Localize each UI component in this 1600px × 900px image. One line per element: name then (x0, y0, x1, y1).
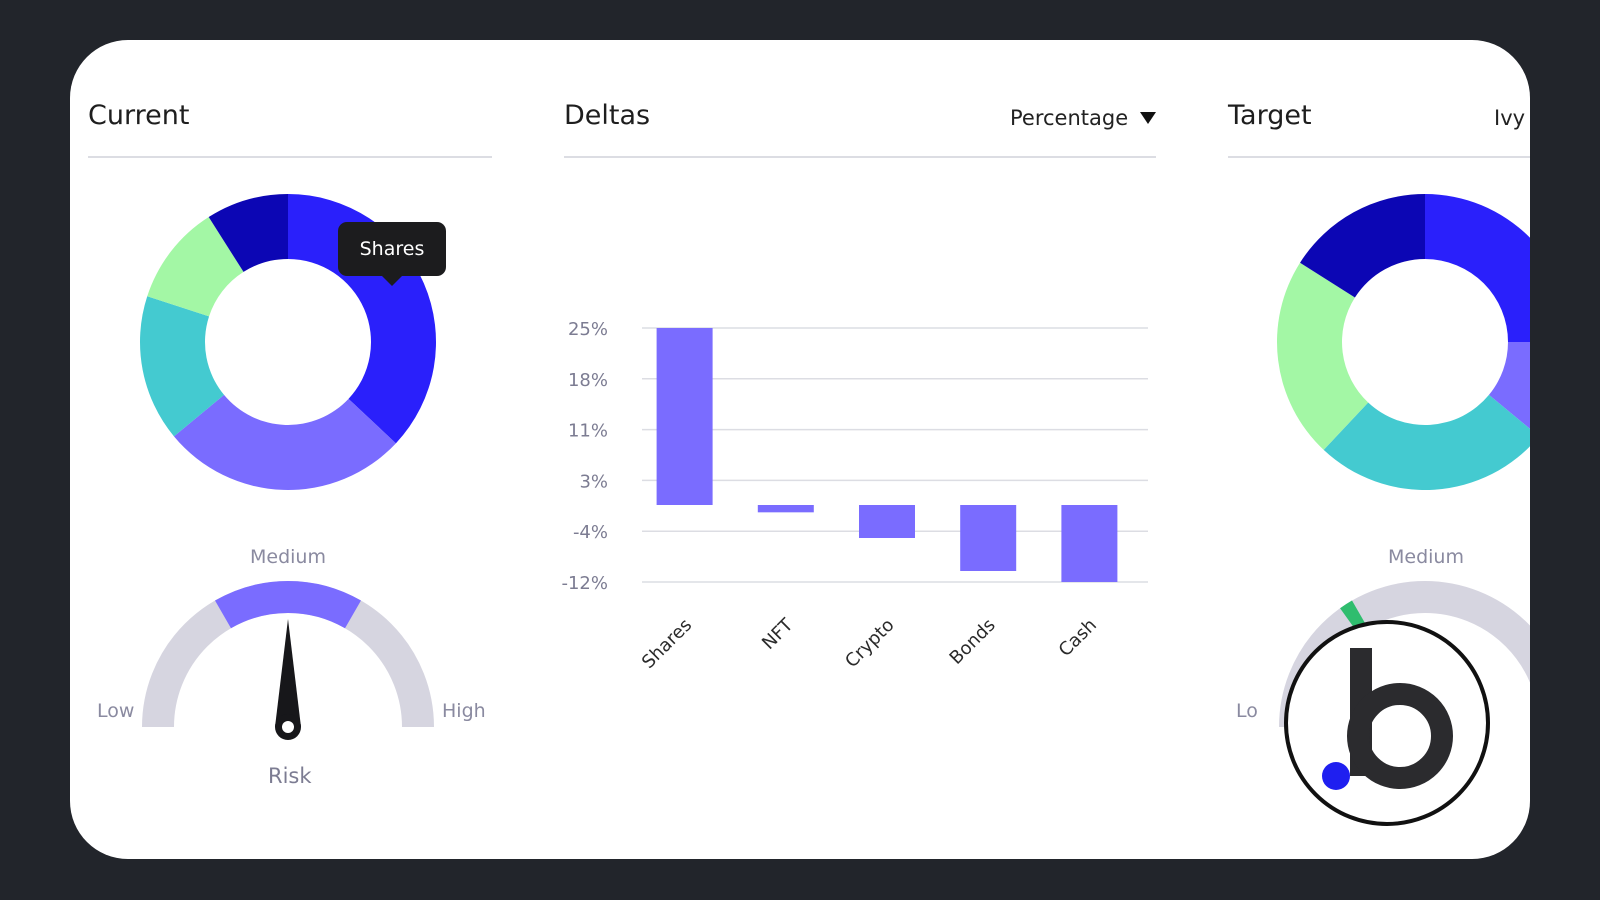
delta-mode-dropdown[interactable]: Percentage (1010, 106, 1157, 130)
bar-bonds[interactable] (960, 505, 1017, 571)
deltas-divider (564, 156, 1156, 158)
delta-mode-label: Percentage (1010, 106, 1129, 130)
bar-crypto[interactable] (859, 505, 915, 538)
donut-slice[interactable] (1277, 262, 1369, 450)
gauge-hub-dot (282, 721, 294, 733)
gauge-caption-risk: Risk (268, 764, 312, 788)
target-gauge-active-segment (1340, 600, 1369, 635)
target-allocation-donut[interactable] (1210, 40, 1530, 520)
donut-slice[interactable] (208, 194, 288, 272)
y-tick-label: -4% (573, 522, 608, 543)
donut-slice[interactable] (1488, 342, 1530, 436)
y-tick-label: 18% (568, 370, 608, 391)
current-panel-title: Current (88, 100, 190, 131)
x-tick-label: Cash (1055, 615, 1101, 661)
gauge-label-low: Low (97, 700, 135, 722)
chevron-down-icon (1140, 112, 1157, 124)
bar-nft[interactable] (757, 505, 814, 513)
current-risk-gauge (142, 581, 434, 740)
donut-slice[interactable] (1425, 194, 1530, 342)
donut-slice[interactable] (1323, 394, 1530, 490)
donut-slice[interactable] (147, 217, 244, 317)
brand-logo (1284, 620, 1490, 826)
donut-slice[interactable] (1300, 194, 1425, 298)
deltas-panel-title: Deltas (564, 100, 651, 131)
target-gauge-label-medium: Medium (1388, 546, 1464, 568)
deltas-bar-chart: 25% 18% 11% 3% -4% -12% Shares NFT Crypto Bonds Ca… (561, 319, 1148, 673)
x-tick-label: NFT (758, 614, 798, 654)
bar-shares[interactable] (656, 328, 713, 505)
bar-cash[interactable] (1061, 505, 1118, 582)
x-tick-label: Bonds (946, 615, 1000, 669)
gauge-label-high: High (442, 700, 486, 722)
target-gauge-label-low: Lo (1236, 700, 1258, 722)
y-tick-label: -12% (561, 573, 608, 594)
y-tick-label: 3% (579, 471, 608, 492)
x-tick-label: Crypto (841, 615, 898, 672)
current-divider (88, 156, 492, 158)
target-panel-title: Target (1228, 100, 1312, 131)
dashboard-card: Current Shares Medium Low High Risk Delt… (70, 40, 1530, 859)
donut-slice[interactable] (140, 296, 225, 437)
y-tick-label: 25% (568, 319, 608, 340)
gauge-active-segment (215, 581, 361, 629)
x-tick-label: Shares (638, 615, 696, 673)
gauge-label-medium: Medium (250, 546, 326, 568)
y-tick-label: 11% (568, 421, 608, 442)
current-donut-tooltip: Shares (338, 222, 446, 286)
target-portfolio-selector[interactable]: Ivy (1494, 106, 1526, 130)
gauge-needle (275, 619, 301, 727)
donut-slice[interactable] (173, 394, 396, 490)
target-divider (1228, 156, 1530, 158)
